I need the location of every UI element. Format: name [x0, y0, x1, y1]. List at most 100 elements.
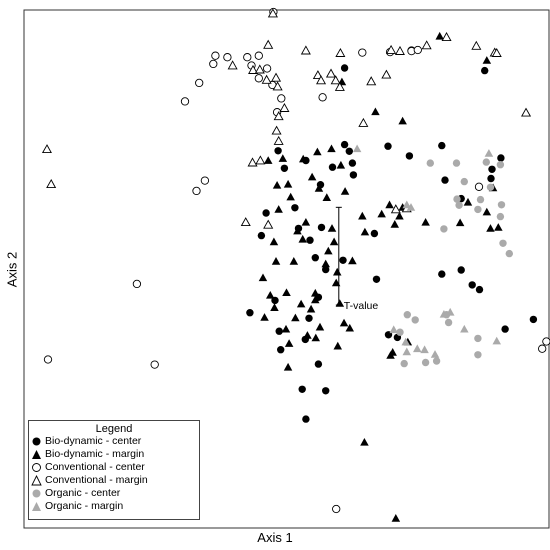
legend-label: Bio-dynamic - margin [45, 448, 145, 460]
point-bio-dynamic-center-39 [305, 314, 313, 322]
data-points [41, 7, 550, 522]
point-organic-margin-12 [430, 350, 440, 358]
legend-item-biodynamic-margin: Bio-dynamic - margin [29, 448, 199, 461]
point-conventional-margin-23 [334, 81, 345, 91]
point-bio-dynamic-center-44 [298, 385, 306, 393]
point-conventional-center-9 [195, 78, 204, 88]
point-bio-dynamic-margin-54 [331, 278, 341, 287]
point-conventional-center-3 [243, 53, 252, 62]
point-organic-center-8 [497, 201, 506, 209]
point-bio-dynamic-center-29 [372, 275, 381, 283]
point-bio-dynamic-center-6 [345, 147, 353, 155]
point-conventional-center-20 [200, 176, 210, 185]
point-conventional-margin-12 [248, 64, 259, 74]
point-organic-center-23 [421, 358, 430, 367]
point-bio-dynamic-margin-29 [301, 218, 311, 226]
point-bio-dynamic-margin-50 [311, 288, 320, 297]
point-bio-dynamic-margin-61 [335, 299, 345, 307]
legend-item-conventional-center: Conventional - center [29, 461, 199, 474]
point-bio-dynamic-margin-1 [482, 56, 492, 64]
point-bio-dynamic-center-36 [246, 309, 254, 317]
point-bio-dynamic-margin-45 [258, 273, 268, 282]
point-bio-dynamic-center-17 [487, 174, 495, 183]
point-conventional-center-21 [192, 186, 201, 196]
point-conventional-margin-2 [263, 39, 274, 49]
point-bio-dynamic-margin-67 [345, 323, 354, 332]
point-bio-dynamic-center-41 [277, 346, 285, 354]
point-organic-margin-5 [445, 307, 455, 316]
point-organic-center-0 [426, 159, 434, 167]
point-bio-dynamic-center-28 [370, 229, 379, 238]
point-bio-dynamic-center-3 [280, 164, 289, 172]
point-bio-dynamic-margin-24 [482, 207, 492, 216]
point-bio-dynamic-margin-16 [322, 193, 331, 201]
point-bio-dynamic-center-26 [322, 265, 330, 274]
point-conventional-margin-4 [335, 47, 346, 57]
point-bio-dynamic-margin-46 [266, 291, 275, 299]
point-bio-dynamic-center-19 [262, 209, 270, 217]
point-bio-dynamic-margin-13 [286, 192, 295, 201]
point-bio-dynamic-margin-56 [281, 324, 291, 333]
gray-triangle-icon [32, 502, 41, 511]
point-bio-dynamic-margin-39 [360, 227, 370, 236]
point-bio-dynamic-center-8 [328, 163, 337, 171]
point-organic-center-6 [476, 195, 485, 204]
point-bio-dynamic-margin-48 [282, 288, 291, 296]
point-conventional-margin-10 [491, 47, 502, 57]
open-triangle-icon [31, 475, 42, 486]
point-bio-dynamic-center-5 [340, 140, 349, 149]
point-conventional-margin-25 [273, 111, 284, 121]
point-bio-dynamic-center-27 [339, 256, 347, 264]
point-conventional-margin-20 [279, 102, 290, 112]
point-conventional-margin-31 [46, 178, 57, 189]
point-bio-dynamic-center-2 [274, 147, 282, 155]
point-conventional-margin-13 [254, 64, 265, 74]
point-conventional-margin-24 [366, 76, 377, 86]
point-conventional-margin-27 [273, 135, 284, 145]
point-bio-dynamic-margin-36 [329, 237, 339, 246]
legend-label: Bio-dynamic - center [45, 435, 142, 447]
point-conventional-center-2 [223, 53, 232, 62]
point-organic-center-3 [496, 161, 505, 169]
point-bio-dynamic-margin-44 [348, 256, 357, 265]
point-conventional-margin-28 [358, 117, 369, 127]
point-bio-dynamic-margin-51 [291, 313, 300, 322]
point-conventional-center-12 [277, 94, 286, 103]
point-organic-center-14 [474, 205, 482, 214]
point-conventional-margin-32 [247, 157, 258, 167]
point-bio-dynamic-margin-40 [385, 200, 394, 209]
point-conventional-center-4 [254, 51, 263, 60]
point-bio-dynamic-margin-30 [327, 224, 337, 232]
point-bio-dynamic-center-0 [481, 66, 489, 75]
x-axis-label: Axis 1 [257, 530, 293, 545]
point-organic-margin-2 [402, 200, 411, 209]
point-conventional-margin-21 [316, 75, 327, 85]
filled-triangle-icon [32, 450, 41, 459]
point-bio-dynamic-margin-4 [398, 116, 407, 125]
point-organic-margin-9 [402, 347, 411, 356]
point-bio-dynamic-margin-10 [336, 160, 346, 169]
point-bio-dynamic-margin-23 [463, 197, 473, 206]
point-bio-dynamic-center-1 [340, 64, 349, 72]
point-organic-center-5 [453, 195, 461, 203]
point-organic-center-13 [455, 201, 463, 209]
point-organic-margin-7 [389, 325, 398, 334]
point-conventional-margin-5 [386, 44, 397, 54]
point-organic-center-7 [486, 183, 495, 191]
point-conventional-margin-30 [41, 144, 52, 154]
point-conventional-margin-15 [312, 70, 323, 80]
point-bio-dynamic-margin-53 [315, 322, 325, 331]
point-bio-dynamic-margin-70 [391, 514, 401, 522]
point-bio-dynamic-margin-59 [311, 333, 320, 342]
point-bio-dynamic-center-33 [475, 285, 484, 294]
point-organic-center-20 [474, 334, 482, 343]
point-bio-dynamic-center-16 [497, 154, 505, 162]
point-bio-dynamic-center-13 [438, 141, 446, 150]
point-organic-margin-6 [460, 324, 469, 333]
point-bio-dynamic-center-32 [468, 281, 476, 289]
point-conventional-margin-22 [330, 75, 341, 85]
point-conventional-margin-33 [255, 155, 266, 165]
point-bio-dynamic-center-31 [457, 266, 465, 274]
point-bio-dynamic-margin-26 [486, 224, 495, 232]
point-bio-dynamic-margin-60 [283, 362, 293, 371]
